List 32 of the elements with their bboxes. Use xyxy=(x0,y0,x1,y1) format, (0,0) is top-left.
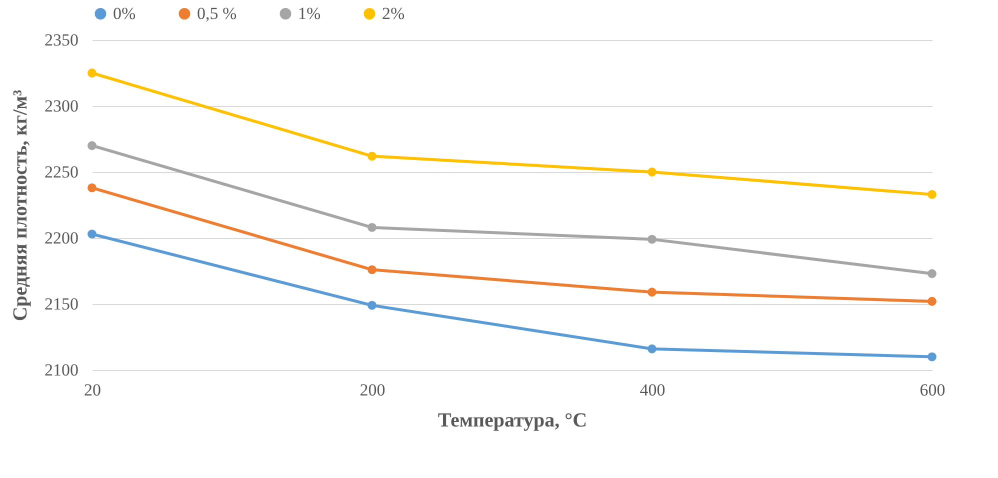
x-tick-label: 200 xyxy=(360,380,386,400)
point xyxy=(368,222,376,232)
point xyxy=(88,141,96,150)
point xyxy=(928,190,936,199)
y-tick-label: 2350 xyxy=(44,30,78,50)
point xyxy=(88,68,96,78)
legend-label: 2% xyxy=(382,4,405,23)
point xyxy=(88,183,96,192)
x-axis-title: Температура, °C xyxy=(438,410,588,432)
point xyxy=(928,352,936,362)
point xyxy=(88,230,96,239)
point xyxy=(928,296,936,306)
point xyxy=(648,288,656,297)
y-tick-label: 2300 xyxy=(44,96,78,116)
y-tick-label: 2150 xyxy=(44,294,78,314)
y-tick-label: 2200 xyxy=(44,228,78,248)
legend-label: 0% xyxy=(113,4,136,23)
point xyxy=(928,269,936,278)
point xyxy=(648,234,656,244)
legend-label: 1% xyxy=(298,4,321,23)
y-tick-label: 2100 xyxy=(44,360,78,380)
x-tick-label: 600 xyxy=(920,380,946,400)
y-axis-title: Средняя плотность, кг/м³ xyxy=(10,90,32,322)
y-tick-label: 2250 xyxy=(44,162,78,182)
point xyxy=(368,300,376,310)
point xyxy=(368,152,376,161)
point xyxy=(648,168,656,176)
point xyxy=(648,344,656,354)
point xyxy=(368,265,376,274)
x-tick-label: 400 xyxy=(640,380,666,400)
x-tick-label: 20 xyxy=(84,380,101,400)
legend-label: 0,5 % xyxy=(197,4,237,23)
